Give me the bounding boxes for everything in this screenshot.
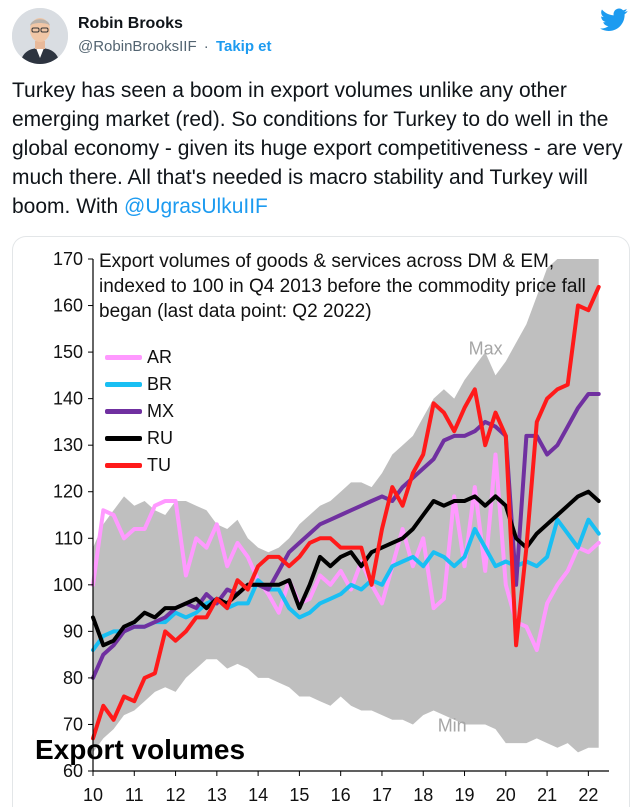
separator-dot: · [203,38,209,55]
author-name[interactable]: Robin Brooks [78,15,183,32]
y-tick-label: 170 [53,249,83,269]
x-tick-label: 13 [207,785,227,805]
follow-button[interactable]: Takip et [215,38,272,55]
legend-swatch [105,436,142,441]
legend-swatch [105,409,142,414]
chart-image[interactable]: Max Min 60 70 80 90 100 110 120 130 140 150 160 170 10… [12,236,630,807]
legend-label: BR [147,374,173,394]
min-max-band [93,259,599,753]
legend-item-ar: AR [105,344,174,371]
tweet-header: Robin Brooks @RobinBrooksIIF · Takip et [12,6,628,66]
twitter-bird-icon[interactable] [600,8,628,32]
y-tick-label: 120 [53,482,83,502]
x-tick-label: 20 [496,785,516,805]
x-tick-label: 14 [248,785,268,805]
legend-item-tu: TU [105,452,174,479]
y-tick-label: 90 [63,621,83,641]
x-tick-label: 12 [166,785,186,805]
chart-legend: AR BR MX RU TU [105,344,174,479]
legend-swatch [105,382,142,387]
author-block: Robin Brooks @RobinBrooksIIF · Takip et [78,14,272,57]
author-handle[interactable]: @RobinBrooksIIF [78,38,197,55]
legend-label: AR [147,347,173,367]
y-tick-label: 70 [63,714,83,734]
y-tick-label: 140 [53,389,83,409]
x-tick-label: 19 [455,785,475,805]
tweet-body: Turkey has seen a boom in export volumes… [12,79,623,218]
handle-row: @RobinBrooksIIF · Takip et [78,37,272,57]
y-tick-label: 100 [53,575,83,595]
y-tick-label: 150 [53,342,83,362]
series-line-tu [91,284,601,741]
tweet-text: Turkey has seen a boom in export volumes… [12,76,628,221]
band-label-min: Min [438,715,467,735]
chart-title: Export volumes of goods & services acros… [99,251,586,322]
x-tick-label: 18 [413,785,433,805]
chart-corner-label: Export volumes [35,734,246,765]
legend-label: MX [147,401,174,421]
legend-label: RU [147,428,173,448]
legend-item-ru: RU [105,425,174,452]
x-tick-label: 17 [372,785,392,805]
legend-item-mx: MX [105,398,174,425]
y-tick-label: 130 [53,435,83,455]
legend-swatch [105,355,142,360]
x-tick-label: 11 [125,785,144,805]
legend-item-br: BR [105,371,174,398]
x-tick-label: 21 [537,785,557,805]
x-tick-label: 15 [289,785,309,805]
export-volumes-chart: Max Min 60 70 80 90 100 110 120 130 140 150 160 170 10… [53,249,609,805]
series-line-ru [91,489,601,648]
y-tick-label: 60 [63,761,83,781]
y-tick-label: 110 [54,528,83,548]
x-tick-label: 16 [331,785,351,805]
avatar[interactable] [12,8,68,64]
x-tick-label: 22 [578,785,598,805]
mention-link[interactable]: @UgrasUlkuIIF [124,195,268,218]
band-label-max: Max [469,338,503,358]
legend-label: TU [147,455,171,475]
x-tick-label: 10 [83,785,103,805]
legend-swatch [105,463,142,468]
y-tick-label: 80 [63,668,83,688]
y-tick-label: 160 [53,296,83,316]
